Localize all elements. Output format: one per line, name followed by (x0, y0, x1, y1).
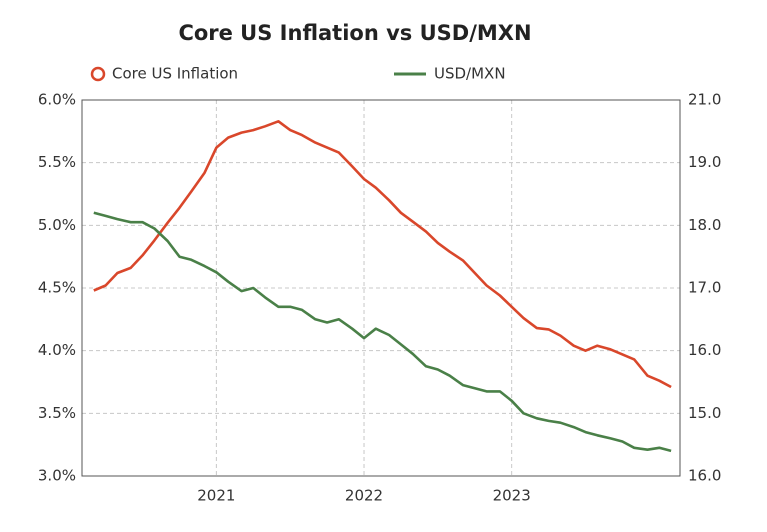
y-tick-label: 4.5% (38, 279, 76, 297)
x-tick-label: 2023 (493, 487, 531, 505)
legend-marker (90, 66, 106, 82)
data-line (93, 120, 672, 389)
x-tick-label: 2022 (345, 487, 383, 505)
y2-tick-label: 18.0 (688, 216, 721, 234)
y-tick-label: 5.5% (38, 153, 76, 171)
chart-title: Core US Inflation vs USD/MXN (178, 21, 531, 45)
y2-tick-label: 15.0 (688, 404, 721, 422)
data-line (93, 211, 672, 453)
y2-tick-label: 19.0 (688, 153, 721, 171)
y-tick-label: 3.5% (38, 404, 76, 422)
y-tick-label: 5.0% (38, 216, 76, 234)
y-tick-label: 4.0% (38, 341, 76, 359)
y-tick-label: 3.0% (38, 467, 76, 485)
y2-tick-label: 16.0 (688, 341, 721, 359)
plot-frame (81, 99, 681, 477)
legend-label: Core US Inflation (112, 65, 238, 83)
y2-tick-label: 21.0 (688, 91, 721, 109)
legend-label: USD/MXN (434, 65, 506, 83)
y-tick-label: 6.0% (38, 91, 76, 109)
y2-tick-label: 16.0 (688, 467, 721, 485)
y2-tick-label: 17.0 (688, 279, 721, 297)
x-tick-label: 2021 (197, 487, 235, 505)
